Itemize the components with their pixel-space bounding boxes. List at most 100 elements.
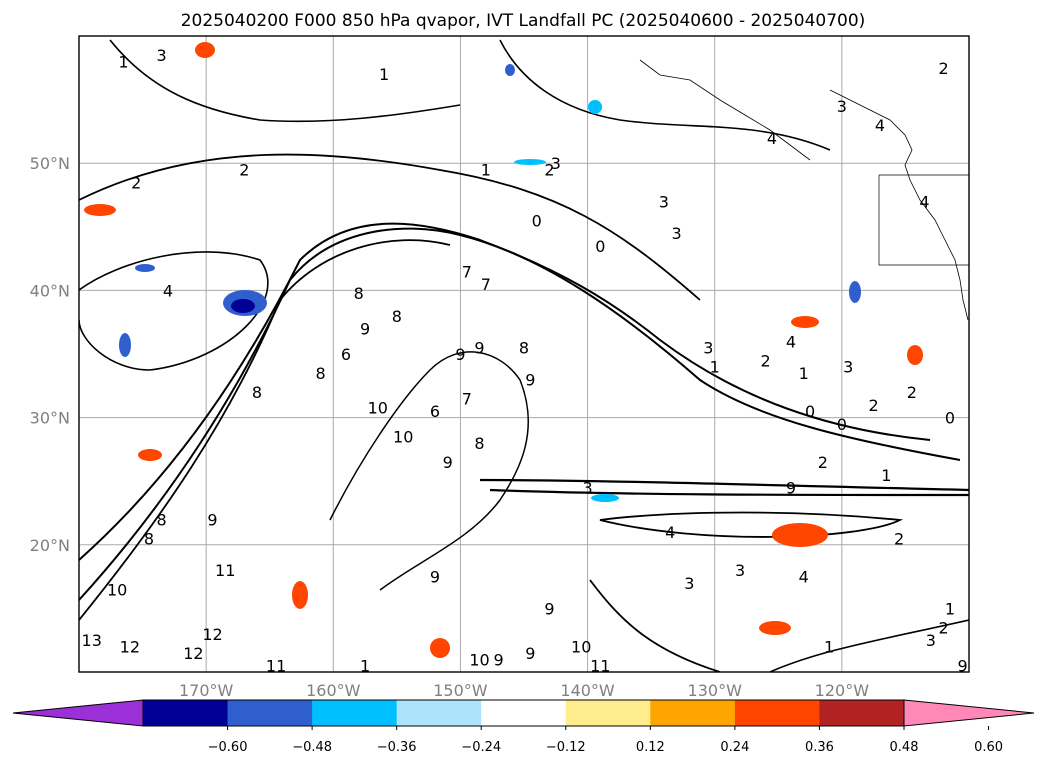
contour-label: 3 [551,154,561,173]
colorbar-segment [396,700,482,726]
colorbar-tick-label: 0.36 [805,740,834,755]
contour-label: 10 [368,398,388,417]
latitude-labels: 50°N 40°N 30°N 20°N [30,154,70,555]
contour-label: 9 [786,479,796,498]
contour-label: 8 [315,364,325,383]
contour-label: 4 [875,116,885,135]
contour-label: 10 [393,428,413,447]
lon-tick-label: 170°W [179,681,234,700]
contour-label: 7 [462,262,472,281]
lat-tick-label: 30°N [30,409,70,428]
longitude-labels: 170°W 160°W 150°W 140°W 130°W 120°W [179,681,869,700]
contour-label: 2 [544,161,554,180]
contour-label: 3 [703,339,713,358]
contour-label: 2 [131,173,141,192]
contour-label: 4 [799,568,809,587]
colorbar-segment [819,700,905,726]
colorbar-segment [734,700,820,726]
contour-label: 8 [392,307,402,326]
contour-label: 11 [215,561,235,580]
colorbar-extend-high [903,699,1035,727]
contour-label: 1 [824,638,834,657]
contour-label: 1 [945,599,955,618]
lon-tick-label: 160°W [306,681,361,700]
contour-label: 4 [163,281,173,300]
contour-label: 4 [665,523,675,542]
lon-tick-label: 130°W [688,681,743,700]
colorbar-segment [312,700,398,726]
contour-label: 2 [907,383,917,402]
contour-label: 9 [207,510,217,529]
contour-label: 4 [767,129,777,148]
lon-tick-label: 140°W [560,681,615,700]
colorbar-tick-label: −0.48 [292,740,332,755]
colorbar-segment [227,700,313,726]
contour-label: 8 [144,529,154,548]
lat-tick-label: 20°N [30,536,70,555]
contour-label: 12 [202,625,222,644]
contour-label: 2 [818,453,828,472]
contour-label: 3 [926,631,936,650]
contour-label: 1 [118,52,128,71]
contour-label: 0 [595,237,605,256]
contour-label: 0 [805,402,815,421]
contour-label: 3 [837,97,847,116]
contour-label: 12 [183,644,203,663]
contour-label: 12 [120,638,140,657]
contour-label: 3 [684,574,694,593]
contour-label: 1 [881,466,891,485]
colorbar: −0.60 −0.48 −0.36 −0.24 −0.12 0.12 0.24 0.36 0.4… [12,699,1035,755]
contour-label: 2 [239,161,249,180]
colorbar-segment [481,700,567,726]
contour-label: 8 [157,510,167,529]
contour-label: 0 [837,415,847,434]
contour-label: 9 [525,644,535,663]
lat-tick-label: 40°N [30,281,70,300]
contour-label: 1 [710,358,720,377]
lat-tick-label: 50°N [30,154,70,173]
colorbar-extend-low [13,700,143,726]
contour-label: 1 [481,161,491,180]
contour-label: 13 [82,631,102,650]
colorbar-tick-label: 0.60 [974,740,1003,755]
map-background [79,36,969,672]
contour-label: 9 [474,339,484,358]
contour-label: 0 [945,409,955,428]
contour-label: 4 [786,332,796,351]
contour-label: 3 [659,192,669,211]
contour-label: 3 [671,224,681,243]
contour-label: 10 [107,580,127,599]
colorbar-tick-label: −0.24 [461,740,501,755]
contour-label: 3 [582,479,592,498]
contour-label: 9 [360,320,370,339]
map-frame [78,35,970,673]
contour-label: 10 [469,650,489,669]
contour-label: 8 [252,383,262,402]
contour-label: 9 [493,650,503,669]
lon-tick-label: 150°W [433,681,488,700]
contour-label: 2 [938,618,948,637]
contour-label: 1 [360,657,370,676]
contour-label: 9 [958,657,968,676]
contour-label: 6 [341,345,351,364]
contour-label: 1 [379,65,389,84]
qvapor-shading [84,42,923,658]
contour-label: 8 [519,339,529,358]
contour-label: 9 [430,568,440,587]
contour-label: 8 [354,284,364,303]
colorbar-tick-label: 0.12 [636,740,665,755]
colorbar-segment [565,700,651,726]
contour-label: 2 [869,396,879,415]
colorbar-tick-label: 0.48 [890,740,919,755]
contour-label: 3 [843,358,853,377]
contour-label: 7 [462,390,472,409]
contour-label: 2 [938,59,948,78]
contour-label: 3 [157,46,167,65]
contour-label: 11 [590,657,610,676]
colorbar-tick-label: −0.36 [377,740,417,755]
contour-label: 10 [571,638,591,657]
colorbar-tick-label: −0.12 [546,740,586,755]
